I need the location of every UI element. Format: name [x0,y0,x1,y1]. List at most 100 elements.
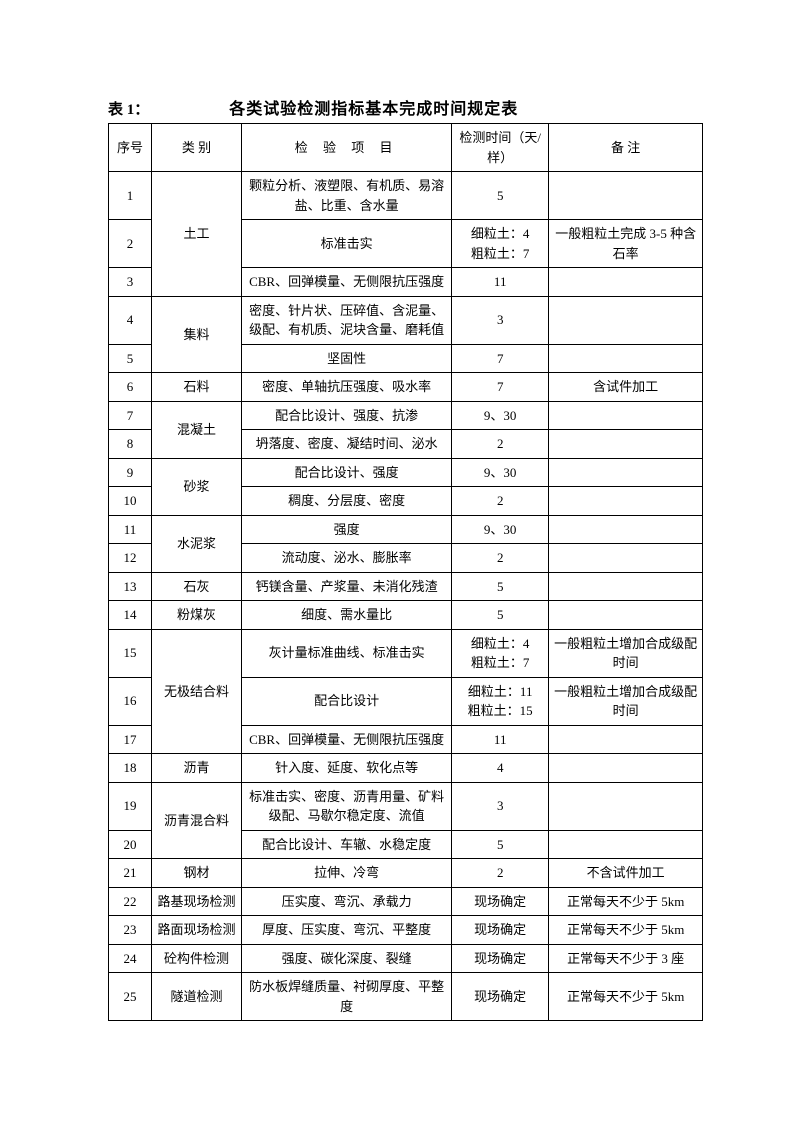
cell-time: 7 [452,373,549,402]
table-row: 13 石灰 钙镁含量、产浆量、未消化残渣 5 [109,572,703,601]
cell-time: 5 [452,572,549,601]
cell-item: 防水板焊缝质量、衬砌厚度、平整度 [242,973,452,1021]
table-row: 25 隧道检测 防水板焊缝质量、衬砌厚度、平整度 现场确定 正常每天不少于 5k… [109,973,703,1021]
cell-time: 细粒土：4 粗粒土：7 [452,220,549,268]
cell-category: 石灰 [152,572,242,601]
cell-seq: 22 [109,887,152,916]
header-item: 检 验 项 目 [242,124,452,172]
cell-seq: 10 [109,487,152,516]
cell-note [549,401,703,430]
cell-category: 水泥浆 [152,515,242,572]
cell-item: 流动度、泌水、膨胀率 [242,544,452,573]
cell-seq: 9 [109,458,152,487]
header-seq: 序号 [109,124,152,172]
cell-item: 强度、碳化深度、裂缝 [242,944,452,973]
cell-seq: 17 [109,725,152,754]
cell-time: 细粒土：11 粗粒土：15 [452,677,549,725]
cell-category: 隧道检测 [152,973,242,1021]
cell-seq: 14 [109,601,152,630]
cell-seq: 8 [109,430,152,459]
cell-category: 路面现场检测 [152,916,242,945]
cell-category: 土工 [152,172,242,297]
cell-item: 强度 [242,515,452,544]
table-row: 7 混凝土 配合比设计、强度、抗渗 9、30 [109,401,703,430]
table-row: 22 路基现场检测 压实度、弯沉、承载力 现场确定 正常每天不少于 5km [109,887,703,916]
main-table: 序号 类 别 检 验 项 目 检测时间（天/样） 备 注 1 土工 颗粒分析、液… [108,123,703,1021]
cell-category: 无极结合料 [152,629,242,754]
cell-time: 9、30 [452,458,549,487]
cell-time: 2 [452,544,549,573]
cell-category: 沥青混合料 [152,782,242,859]
cell-time: 5 [452,830,549,859]
cell-seq: 11 [109,515,152,544]
cell-seq: 2 [109,220,152,268]
cell-category: 砼构件检测 [152,944,242,973]
cell-note [549,268,703,297]
cell-category: 石料 [152,373,242,402]
cell-note [549,572,703,601]
cell-seq: 1 [109,172,152,220]
cell-item: 拉伸、冷弯 [242,859,452,888]
cell-item: 稠度、分层度、密度 [242,487,452,516]
cell-seq: 7 [109,401,152,430]
cell-seq: 4 [109,296,152,344]
cell-seq: 3 [109,268,152,297]
cell-seq: 16 [109,677,152,725]
title-row: 表 1： 各类试验检测指标基本完成时间规定表 [108,95,703,119]
cell-note [549,344,703,373]
cell-seq: 23 [109,916,152,945]
table-row: 11 水泥浆 强度 9、30 [109,515,703,544]
cell-item: 灰计量标准曲线、标准击实 [242,629,452,677]
cell-note [549,601,703,630]
cell-time: 4 [452,754,549,783]
cell-item: 配合比设计、强度、抗渗 [242,401,452,430]
cell-item: 细度、需水量比 [242,601,452,630]
cell-time: 7 [452,344,549,373]
cell-note [549,458,703,487]
cell-item: 配合比设计 [242,677,452,725]
cell-time: 2 [452,859,549,888]
cell-item: 标准击实 [242,220,452,268]
table-row: 19 沥青混合料 标准击实、密度、沥青用量、矿料级配、马歇尔稳定度、流值 3 [109,782,703,830]
cell-time: 现场确定 [452,973,549,1021]
cell-seq: 21 [109,859,152,888]
cell-category: 砂浆 [152,458,242,515]
cell-item: 压实度、弯沉、承载力 [242,887,452,916]
table-row: 18 沥青 针入度、延度、软化点等 4 [109,754,703,783]
cell-time: 9、30 [452,515,549,544]
cell-item: 坍落度、密度、凝结时间、泌水 [242,430,452,459]
table-row: 1 土工 颗粒分析、液塑限、有机质、易溶盐、比重、含水量 5 [109,172,703,220]
cell-seq: 5 [109,344,152,373]
cell-time: 2 [452,487,549,516]
cell-note [549,487,703,516]
cell-note: 正常每天不少于 5km [549,973,703,1021]
cell-note: 一般粗粒土完成 3-5 种含石率 [549,220,703,268]
cell-category: 混凝土 [152,401,242,458]
cell-seq: 6 [109,373,152,402]
cell-seq: 18 [109,754,152,783]
cell-note: 正常每天不少于 5km [549,916,703,945]
cell-time: 5 [452,601,549,630]
cell-seq: 25 [109,973,152,1021]
cell-category: 路基现场检测 [152,887,242,916]
table-row: 23 路面现场检测 厚度、压实度、弯沉、平整度 现场确定 正常每天不少于 5km [109,916,703,945]
cell-note: 一般粗粒土增加合成级配时间 [549,629,703,677]
table-row: 24 砼构件检测 强度、碳化深度、裂缝 现场确定 正常每天不少于 3 座 [109,944,703,973]
cell-time: 3 [452,296,549,344]
cell-seq: 24 [109,944,152,973]
cell-time: 3 [452,782,549,830]
table-title: 各类试验检测指标基本完成时间规定表 [229,95,518,119]
cell-item: 配合比设计、强度 [242,458,452,487]
table-row: 6 石料 密度、单轴抗压强度、吸水率 7 含试件加工 [109,373,703,402]
cell-note [549,830,703,859]
cell-item: 颗粒分析、液塑限、有机质、易溶盐、比重、含水量 [242,172,452,220]
cell-time: 5 [452,172,549,220]
cell-category: 钢材 [152,859,242,888]
cell-item: 针入度、延度、软化点等 [242,754,452,783]
table-header-row: 序号 类 别 检 验 项 目 检测时间（天/样） 备 注 [109,124,703,172]
page-container: 表 1： 各类试验检测指标基本完成时间规定表 序号 类 别 检 验 项 目 检测… [0,0,793,1081]
cell-note: 含试件加工 [549,373,703,402]
cell-note: 正常每天不少于 3 座 [549,944,703,973]
cell-seq: 20 [109,830,152,859]
cell-time: 11 [452,725,549,754]
